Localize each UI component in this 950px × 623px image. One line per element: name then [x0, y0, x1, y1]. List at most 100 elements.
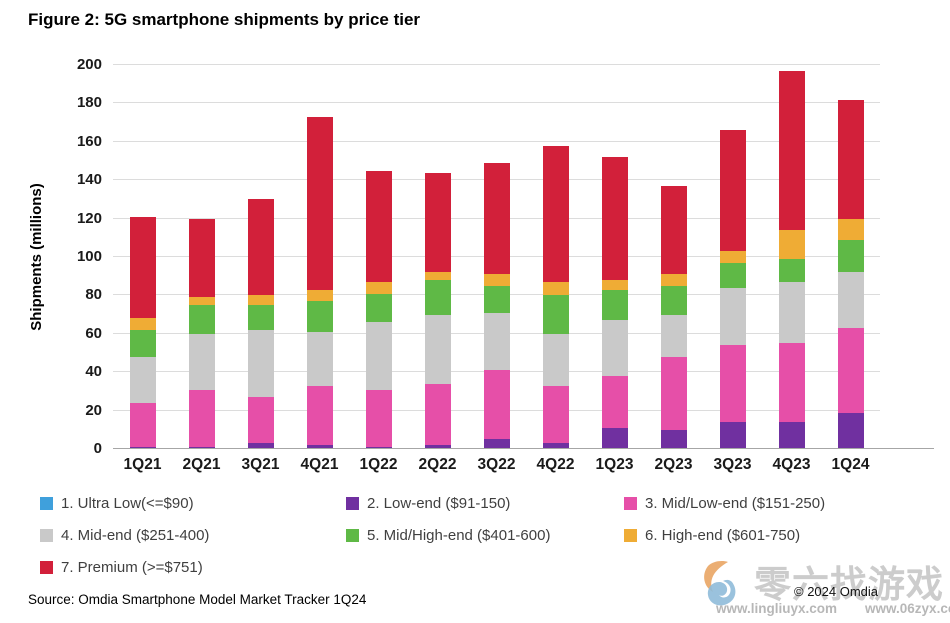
plot-area: [113, 64, 934, 449]
bar-segment: [424, 272, 451, 281]
bar-slot-2Q22: [408, 65, 467, 449]
bar-segment: [188, 333, 215, 390]
legend-swatch-icon: [40, 529, 53, 542]
bar-segment: [483, 162, 510, 275]
bar-segment: [778, 230, 805, 259]
bar-segment: [719, 251, 746, 263]
legend-item-1: 1. Ultra Low(<=$90): [40, 492, 346, 515]
bar-segment: [542, 333, 569, 386]
bar-segment: [247, 295, 274, 306]
bar-1Q24: [837, 99, 864, 449]
bar-segment: [483, 439, 510, 449]
bar-3Q22: [483, 162, 510, 449]
bar-slot-3Q22: [467, 65, 526, 449]
legend-swatch-icon: [40, 497, 53, 510]
bar-segment: [778, 281, 805, 344]
bar-3Q21: [247, 199, 274, 449]
bar-segment: [601, 157, 628, 281]
bar-segment: [129, 216, 156, 319]
bar-segment: [247, 443, 274, 449]
legend-item-6: 6. High-end ($601-750): [624, 524, 920, 547]
bar-2Q22: [424, 172, 451, 449]
bar-segment: [837, 272, 864, 329]
y-tick-140: 140: [76, 171, 102, 189]
bar-segment: [424, 314, 451, 384]
bar-slot-4Q23: [762, 65, 821, 449]
y-tick-120: 120: [76, 209, 102, 227]
bar-3Q23: [719, 130, 746, 449]
legend-label: 1. Ultra Low(<=$90): [61, 495, 194, 512]
bar-segment: [837, 328, 864, 413]
bar-segment: [660, 429, 687, 449]
x-label-3Q22: 3Q22: [477, 456, 516, 473]
bar-segment: [837, 218, 864, 240]
bar-slot-4Q22: [526, 65, 585, 449]
bar-segment: [601, 427, 628, 449]
bar-segment: [424, 172, 451, 273]
bar-segment: [188, 389, 215, 448]
watermark: 零六找游戏 © 2024 Omdia www.lingliuyx.com www…: [690, 554, 950, 620]
gridline-180: [113, 102, 880, 104]
bar-segment: [365, 170, 392, 282]
watermark-url-1: www.lingliuyx.com: [716, 601, 838, 616]
bar-segment: [719, 422, 746, 449]
chart-legend: 1. Ultra Low(<=$90) 2. Low-end ($91-150) 3…: [40, 492, 920, 579]
bar-2Q21: [188, 218, 215, 449]
bar-segment: [601, 376, 628, 428]
bar-segment: [188, 218, 215, 298]
legend-item-3: 3. Mid/Low-end ($151-250): [624, 492, 920, 515]
legend-item-2: 2. Low-end ($91-150): [346, 492, 624, 515]
legend-label: 6. High-end ($601-750): [645, 527, 801, 544]
legend-label: 2. Low-end ($91-150): [367, 495, 511, 512]
bar-segment: [542, 145, 569, 282]
bar-segment: [188, 297, 215, 306]
copyright-note: © 2024 Omdia: [794, 584, 879, 599]
x-label-4Q22: 4Q22: [536, 456, 575, 473]
legend-swatch-icon: [40, 561, 53, 574]
bar-segment: [424, 445, 451, 449]
bar-4Q22: [542, 145, 569, 449]
watermark-url-2: www.06zyx.com: [865, 601, 950, 616]
bar-segment: [247, 397, 274, 444]
y-tick-40: 40: [85, 363, 102, 381]
y-tick-160: 160: [76, 132, 102, 150]
bar-segment: [542, 282, 569, 296]
bar-slot-1Q24: [821, 65, 880, 449]
legend-item-7: 7. Premium (>=$751): [40, 556, 346, 579]
bars-container: [113, 65, 880, 449]
bar-segment: [483, 370, 510, 440]
bar-segment: [424, 383, 451, 446]
x-label-2Q22: 2Q22: [418, 456, 457, 473]
bar-2Q23: [660, 186, 687, 449]
bar-segment: [719, 130, 746, 252]
source-note: Source: Omdia Smartphone Model Market Tr…: [28, 592, 367, 607]
bar-segment: [365, 322, 392, 390]
y-tick-100: 100: [76, 248, 102, 265]
bar-segment: [660, 285, 687, 315]
bar-segment: [542, 295, 569, 334]
bar-segment: [778, 343, 805, 423]
bar-segment: [542, 443, 569, 449]
bar-segment: [247, 329, 274, 398]
gridline-200: [113, 64, 880, 65]
bar-segment: [365, 293, 392, 323]
bar-segment: [483, 312, 510, 371]
y-tick-20: 20: [85, 401, 102, 419]
x-label-4Q23: 4Q23: [772, 456, 811, 473]
y-tick-0: 0: [93, 440, 102, 457]
bar-segment: [601, 289, 628, 321]
x-label-1Q22: 1Q22: [359, 456, 398, 473]
x-label-3Q21: 3Q21: [241, 456, 280, 473]
bar-segment: [365, 282, 392, 294]
y-tick-180: 180: [76, 94, 102, 112]
bar-segment: [306, 116, 333, 290]
legend-item-4: 4. Mid-end ($251-400): [40, 524, 346, 547]
bar-slot-4Q21: [290, 65, 349, 449]
x-axis-labels: 1Q21 2Q21 3Q21 4Q21 1Q22 2Q22 3Q22 4Q22 1Q23 2Q23…: [113, 456, 880, 474]
bar-segment: [778, 422, 805, 449]
bar-segment: [365, 389, 392, 448]
legend-swatch-icon: [624, 529, 637, 542]
bar-slot-1Q22: [349, 65, 408, 449]
bar-segment: [778, 258, 805, 282]
x-label-1Q21: 1Q21: [123, 456, 162, 473]
